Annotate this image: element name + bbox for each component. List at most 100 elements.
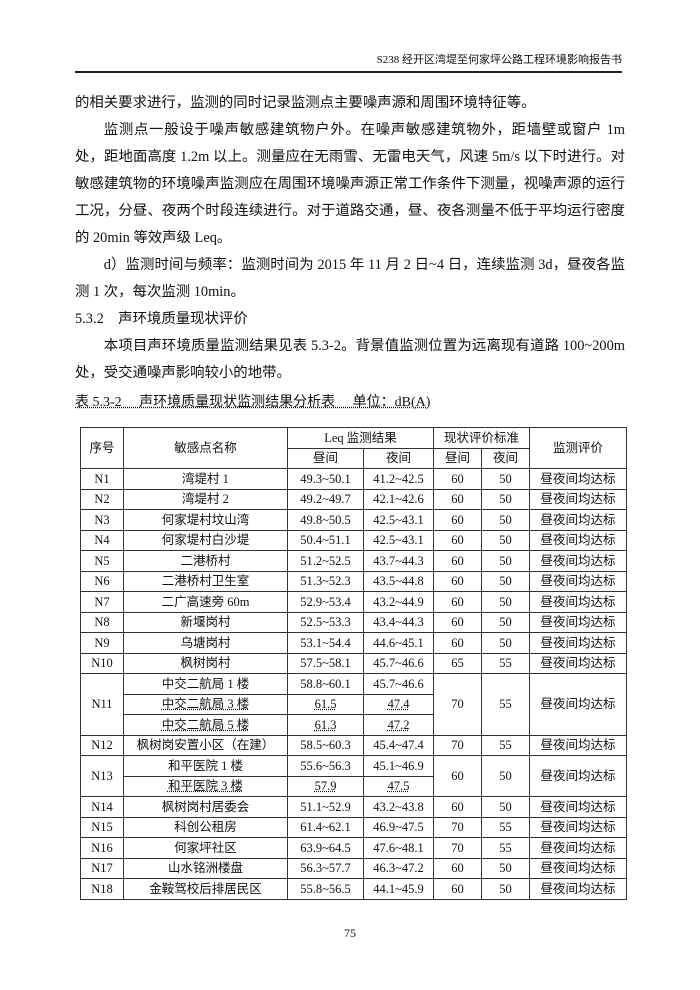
- site-name-text: 和平医院 3 楼: [167, 779, 243, 794]
- evaluation: 昼夜间均达标: [529, 488, 628, 510]
- leq-day-text: 56.3~57.7: [300, 861, 351, 876]
- leq-day-text: 49.2~49.7: [300, 492, 351, 507]
- std-night-text: 50: [499, 553, 512, 568]
- site-id: N10: [80, 652, 124, 674]
- std-night-text: 55: [499, 697, 512, 712]
- std-day: 60: [433, 529, 482, 551]
- site-id-text: N11: [91, 697, 113, 712]
- evaluation: 昼夜间均达标: [529, 632, 628, 654]
- evaluation: 昼夜间均达标: [529, 755, 628, 797]
- site-id: N2: [80, 488, 124, 510]
- site-id-text: N10: [91, 656, 113, 671]
- leq-day-text: 53.1~54.4: [300, 635, 351, 650]
- leq-night: 44.1~45.9: [363, 878, 434, 900]
- leq-night-text: 47.4: [387, 697, 410, 712]
- std-day-text: 60: [451, 769, 464, 783]
- std-night-text: 55: [499, 656, 512, 671]
- leq-night-text: 43.5~44.8: [373, 574, 424, 589]
- site-id: N4: [80, 529, 124, 551]
- std-day: 60: [433, 878, 482, 900]
- leq-day: 58.5~60.3: [287, 734, 364, 756]
- body-text: 的相关要求进行，监测的同时记录监测点主要噪声源和周围环境特征等。 监测点一般设于…: [75, 90, 625, 416]
- leq-night-text: 43.4~44.3: [373, 615, 424, 630]
- leq-night: 43.7~44.3: [363, 550, 434, 572]
- evaluation-text: 昼夜间均达标: [540, 697, 616, 712]
- leq-night: 46.3~47.2: [363, 857, 434, 879]
- std-night: 55: [480, 837, 531, 859]
- std-day-text: 65: [451, 656, 464, 671]
- table-row: N9 乌塘岗村 53.1~54.4 44.6~45.1 60 50 昼夜间均达标: [80, 632, 628, 654]
- evaluation: 昼夜间均达标: [529, 509, 628, 531]
- leq-night: 45.1~46.9: [363, 755, 434, 777]
- header-no: 序号: [80, 427, 124, 469]
- std-night: 50: [480, 591, 531, 613]
- evaluation-text: 昼夜间均达标: [540, 656, 616, 671]
- leq-night: 43.4~44.3: [363, 611, 434, 633]
- std-day-text: 60: [451, 574, 464, 589]
- leq-day: 61.5: [287, 693, 364, 715]
- evaluation: 昼夜间均达标: [529, 591, 628, 613]
- section-heading: 5.3.2 声环境质量现状评价: [75, 311, 248, 327]
- site-name-text: 乌塘岗村: [180, 635, 231, 650]
- std-day-text: 60: [451, 594, 464, 609]
- site-name: 湾堤村 1: [123, 468, 288, 490]
- leq-day: 50.4~51.1: [287, 529, 364, 551]
- site-id-text: N7: [94, 594, 110, 609]
- std-day: 70: [433, 673, 482, 736]
- site-name: 枫树岗村: [123, 652, 288, 674]
- leq-night-text: 45.7~46.6: [373, 656, 424, 671]
- evaluation: 昼夜间均达标: [529, 652, 628, 674]
- table-row: N17 山水铭洲楼盘 56.3~57.7 46.3~47.2 60 50 昼夜间均达标: [80, 857, 628, 879]
- std-night: 50: [480, 755, 531, 797]
- evaluation: 昼夜间均达标: [529, 878, 628, 900]
- std-night-text: 50: [499, 615, 512, 630]
- std-day: 70: [433, 837, 482, 859]
- std-night-text: 50: [499, 471, 512, 486]
- table-row: N4 何家堤村白沙堤 50.4~51.1 42.5~43.1 60 50 昼夜间均达标: [80, 529, 628, 551]
- table-row: N8 新堰岗村 52.5~53.3 43.4~44.3 60 50 昼夜间均达标: [80, 611, 628, 633]
- site-name: 金鞍驾校后排居民区: [123, 878, 288, 900]
- leq-day-text: 61.5: [314, 697, 337, 712]
- site-name: 山水铭洲楼盘: [123, 857, 288, 879]
- header-std-night: 夜间: [480, 447, 531, 469]
- leq-night: 42.5~43.1: [363, 509, 434, 531]
- site-name: 和平医院 3 楼: [123, 775, 288, 797]
- table-row: N6 二港桥村卫生室 51.3~52.3 43.5~44.8 60 50 昼夜间均达标: [80, 570, 628, 592]
- std-day-text: 70: [451, 697, 464, 712]
- table-row: N3 何家堤村坟山湾 49.8~50.5 42.5~43.1 60 50 昼夜间均达标: [80, 509, 628, 531]
- evaluation-text: 昼夜间均达标: [540, 738, 616, 753]
- leq-day: 58.8~60.1: [287, 673, 364, 695]
- std-day: 60: [433, 509, 482, 531]
- leq-night-text: 42.1~42.6: [373, 492, 424, 507]
- evaluation: 昼夜间均达标: [529, 673, 628, 736]
- leq-night: 45.4~47.4: [363, 734, 434, 756]
- site-id: N14: [80, 796, 124, 818]
- leq-day-text: 57.5~58.1: [300, 656, 351, 671]
- std-night: 50: [480, 468, 531, 490]
- evaluation-text: 昼夜间均达标: [540, 861, 616, 876]
- site-name-text: 枫树岗村居委会: [161, 799, 250, 814]
- site-name-text: 何家堤村坟山湾: [161, 512, 250, 527]
- evaluation-text: 昼夜间均达标: [540, 881, 616, 896]
- leq-night: 46.9~47.5: [363, 816, 434, 838]
- std-day: 60: [433, 591, 482, 613]
- site-name-text: 湾堤村 1: [182, 471, 229, 486]
- std-day: 60: [433, 468, 482, 490]
- site-id-text: N9: [94, 635, 110, 650]
- leq-night-text: 41.2~42.5: [373, 471, 424, 486]
- table-row: N15 科创公租房 61.4~62.1 46.9~47.5 70 55 昼夜间均达标: [80, 816, 628, 838]
- std-day-text: 60: [451, 881, 464, 896]
- evaluation: 昼夜间均达标: [529, 816, 628, 838]
- paragraph: 监测点一般设于噪声敏感建筑物户外。在噪声敏感建筑物外，距墙壁或窗户 1m 处，距…: [75, 122, 625, 246]
- std-day-text: 60: [451, 553, 464, 568]
- site-name-text: 枫树岗村: [180, 656, 231, 671]
- site-id: N17: [80, 857, 124, 879]
- evaluation: 昼夜间均达标: [529, 550, 628, 572]
- site-name-text: 二港桥村卫生室: [161, 574, 250, 589]
- leq-day-text: 50.4~51.1: [300, 533, 351, 548]
- site-id: N6: [80, 570, 124, 592]
- site-id-text: N8: [94, 615, 110, 630]
- site-name: 枫树岗村居委会: [123, 796, 288, 818]
- leq-night: 44.6~45.1: [363, 632, 434, 654]
- leq-night: 43.2~44.9: [363, 591, 434, 613]
